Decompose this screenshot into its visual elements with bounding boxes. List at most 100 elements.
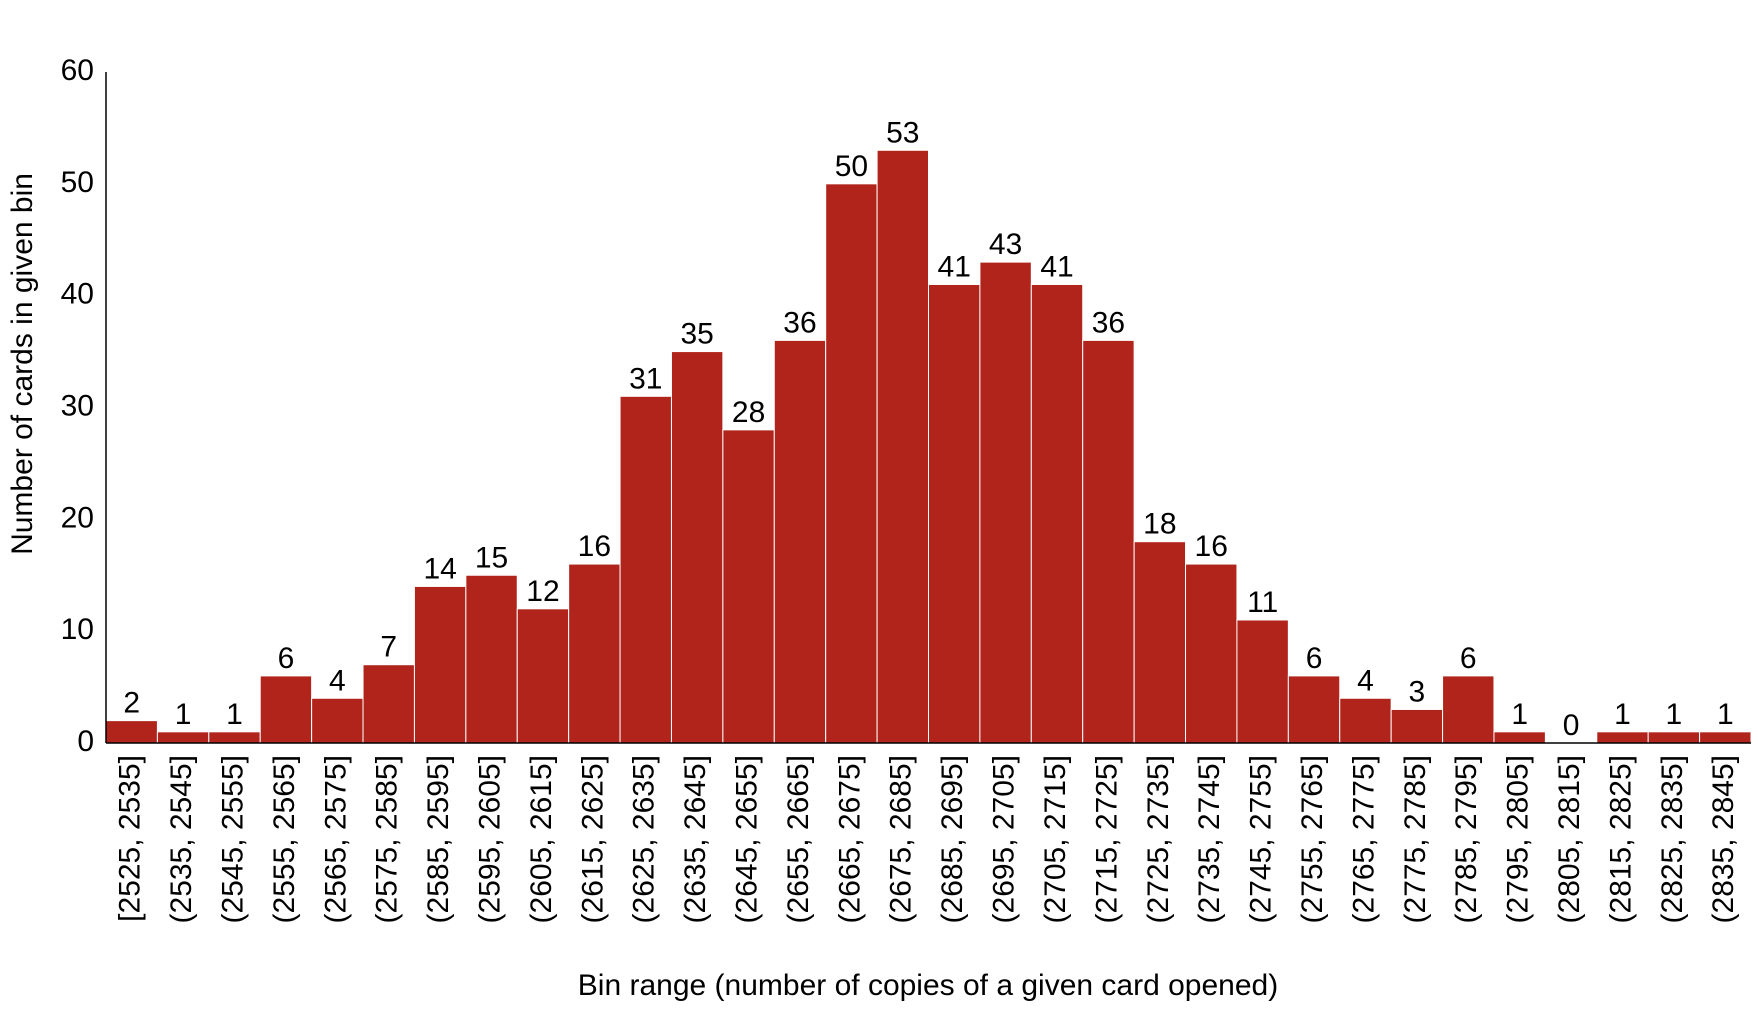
bar-value-label-14: 50 (835, 150, 868, 183)
x-tick-label-25: (2775, 2785] (1399, 755, 1432, 923)
x-tick-label-14: (2665, 2675] (833, 755, 866, 923)
x-tick-label-8: (2605, 2615] (525, 755, 558, 923)
x-tick-label-10: (2625, 2635] (628, 755, 661, 923)
x-tick-label-24: (2765, 2775] (1347, 755, 1380, 923)
bar-value-label-23: 6 (1306, 642, 1323, 675)
bar-21 (1185, 563, 1238, 744)
bar-value-label-9: 16 (578, 530, 611, 563)
bar-value-label-13: 36 (783, 306, 816, 339)
y-tick-label-5: 50 (61, 166, 94, 199)
bar-value-label-21: 16 (1195, 530, 1228, 563)
bar-12 (722, 429, 775, 744)
x-tick-label-29: (2815, 2825] (1604, 755, 1637, 923)
bar-19 (1082, 339, 1135, 744)
bar-24 (1339, 697, 1392, 744)
bar-value-label-17: 43 (989, 228, 1022, 261)
bar-value-label-3: 6 (278, 642, 295, 675)
bar-30 (1647, 731, 1701, 744)
x-axis-title: Bin range (number of copies of a given c… (578, 969, 1278, 1002)
bar-20 (1133, 541, 1187, 744)
bar-5 (362, 664, 415, 744)
y-tick-label-0: 0 (77, 725, 94, 758)
bar-value-label-27: 1 (1511, 698, 1528, 731)
x-tick-label-4: (2565, 2575] (319, 755, 352, 923)
bar-value-label-30: 1 (1666, 698, 1683, 731)
y-tick-label-4: 40 (61, 278, 94, 311)
x-tick-label-13: (2655, 2665] (782, 755, 815, 923)
x-tick-label-21: (2735, 2745] (1193, 755, 1226, 923)
bar-18 (1030, 283, 1084, 744)
x-tick-label-2: (2545, 2555] (216, 755, 249, 923)
bar-4 (311, 697, 364, 744)
x-tick-label-27: (2795, 2805] (1502, 755, 1535, 923)
bar-value-label-12: 28 (732, 396, 765, 429)
bar-31 (1699, 731, 1752, 744)
x-tick-label-12: (2645, 2655] (731, 755, 764, 923)
x-tick-label-3: (2555, 2565] (268, 755, 301, 923)
bar-8 (516, 608, 570, 744)
bar-value-label-6: 14 (423, 552, 456, 585)
x-tick-label-16: (2685, 2695] (936, 755, 969, 923)
x-tick-label-5: (2575, 2585] (371, 755, 404, 923)
x-tick-label-26: (2785, 2795] (1450, 755, 1483, 923)
x-tick-label-6: (2585, 2595] (422, 755, 455, 923)
y-ticks-layer: 0 10 20 30 40 50 60 (61, 54, 94, 758)
bar-23 (1287, 675, 1341, 744)
bar-value-label-4: 4 (329, 664, 346, 697)
x-tick-label-1: (2535, 2545] (165, 755, 198, 923)
x-tick-label-9: (2615, 2625] (576, 755, 609, 923)
bar-value-label-26: 6 (1460, 642, 1477, 675)
bar-10 (619, 395, 672, 744)
x-tick-label-0: [2525, 2535] (114, 755, 147, 922)
x-tick-label-23: (2755, 2765] (1296, 755, 1329, 923)
bar-26 (1442, 675, 1495, 744)
bar-3 (259, 675, 313, 744)
bar-value-label-18: 41 (1040, 250, 1073, 283)
bar-value-label-7: 15 (475, 541, 508, 574)
y-tick-label-3: 30 (61, 389, 94, 422)
bar-1 (156, 731, 210, 744)
bar-13 (773, 339, 827, 744)
bar-22 (1236, 619, 1289, 744)
bar-15 (876, 149, 929, 744)
y-tick-label-2: 20 (61, 501, 94, 534)
y-axis-title: Number of cards in given bin (6, 173, 39, 555)
bar-value-label-0: 2 (123, 687, 140, 720)
x-tick-label-19: (2715, 2725] (1090, 755, 1123, 923)
bar-value-label-15: 53 (886, 116, 919, 149)
bar-29 (1596, 731, 1649, 744)
bar-value-label-5: 7 (380, 631, 397, 664)
y-axis: 0 10 20 30 40 50 60 (61, 54, 107, 758)
bar-value-label-20: 18 (1143, 508, 1176, 541)
bar-value-label-25: 3 (1409, 675, 1426, 708)
bar-value-label-19: 36 (1092, 306, 1125, 339)
x-tick-label-31: (2835, 2845] (1707, 755, 1740, 923)
bar-25 (1390, 708, 1444, 744)
bar-value-label-10: 31 (629, 362, 662, 395)
x-tick-label-17: (2695, 2705] (988, 755, 1021, 923)
bar-2 (208, 731, 261, 744)
x-tick-label-28: (2805, 2815] (1553, 755, 1586, 923)
bar-value-label-2: 1 (226, 698, 243, 731)
bar-value-label-1: 1 (175, 698, 192, 731)
x-tick-label-7: (2595, 2605] (473, 755, 506, 923)
bar-16 (928, 283, 981, 744)
bar-14 (825, 183, 878, 744)
x-axis: [2525, 2535] (2535, 2545] (2545, 2555] (255… (106, 742, 1751, 923)
bar-6 (413, 585, 467, 744)
bar-11 (670, 351, 724, 744)
bar-value-label-11: 35 (680, 318, 713, 351)
x-tick-label-22: (2745, 2755] (1245, 755, 1278, 923)
bar-value-label-8: 12 (526, 575, 559, 608)
x-tick-label-11: (2635, 2645] (679, 755, 712, 923)
x-tick-label-18: (2705, 2715] (1039, 755, 1072, 923)
bar-value-label-16: 41 (938, 250, 971, 283)
x-tick-label-20: (2725, 2735] (1142, 755, 1175, 923)
bar-17 (979, 261, 1032, 744)
bar-value-label-24: 4 (1357, 664, 1374, 697)
y-tick-label-6: 60 (61, 54, 94, 87)
bars-layer (105, 149, 1752, 744)
